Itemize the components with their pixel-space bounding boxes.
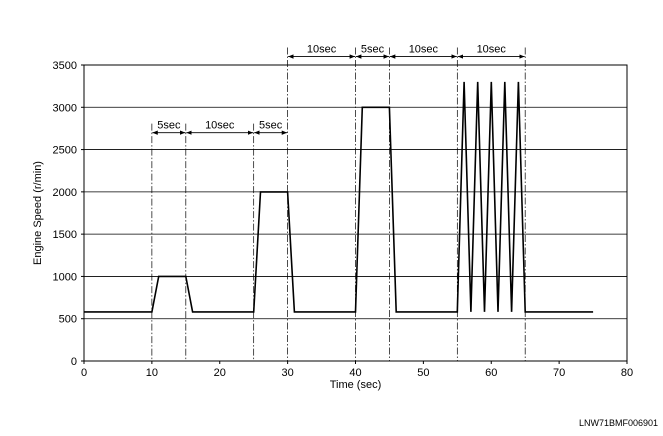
y-axis-label: Engine Speed (r/min)	[32, 161, 44, 265]
duration-label: 5sec	[157, 120, 181, 132]
engine-speed-line	[84, 81, 594, 313]
y-tick-label: 500	[59, 314, 77, 326]
y-tick-labels: 0 500 1000 1500 2000 2500 3000 3500	[53, 60, 84, 368]
x-tick-label: 30	[282, 367, 294, 379]
y-tick-label: 2000	[53, 187, 77, 199]
x-tick-label: 80	[621, 367, 633, 379]
x-tick-label: 60	[485, 367, 497, 379]
y-tick-label: 1500	[53, 229, 77, 241]
x-axis-label: Time (sec)	[330, 379, 382, 391]
x-tick-label: 40	[349, 367, 361, 379]
duration-label: 10sec	[205, 120, 235, 132]
x-tick-labels: 0 10 20 30 40 50 60 70 80	[81, 361, 633, 379]
duration-annotations: 5sec 10sec 5sec 10sec 5sec 10sec 10sec	[152, 44, 525, 135]
x-tick-label: 50	[417, 367, 429, 379]
x-tick-label: 0	[81, 367, 87, 379]
duration-label: 5sec	[259, 120, 283, 132]
y-tick-label: 3500	[53, 60, 77, 72]
y-tick-label: 3000	[53, 102, 77, 114]
x-tick-label: 20	[214, 367, 226, 379]
x-tick-label: 70	[553, 367, 565, 379]
series-layer	[84, 81, 594, 313]
duration-label: 10sec	[409, 44, 439, 56]
duration-label: 10sec	[477, 44, 507, 56]
figure-code: LNW71BMF006901	[579, 418, 658, 428]
x-tick-label: 10	[146, 367, 158, 379]
y-tick-label: 0	[71, 356, 77, 368]
duration-label: 10sec	[307, 44, 337, 56]
time-marker-lines	[151, 47, 526, 361]
duration-label: 5sec	[361, 44, 385, 56]
y-tick-label: 1000	[53, 271, 77, 283]
y-tick-label: 2500	[53, 145, 77, 157]
